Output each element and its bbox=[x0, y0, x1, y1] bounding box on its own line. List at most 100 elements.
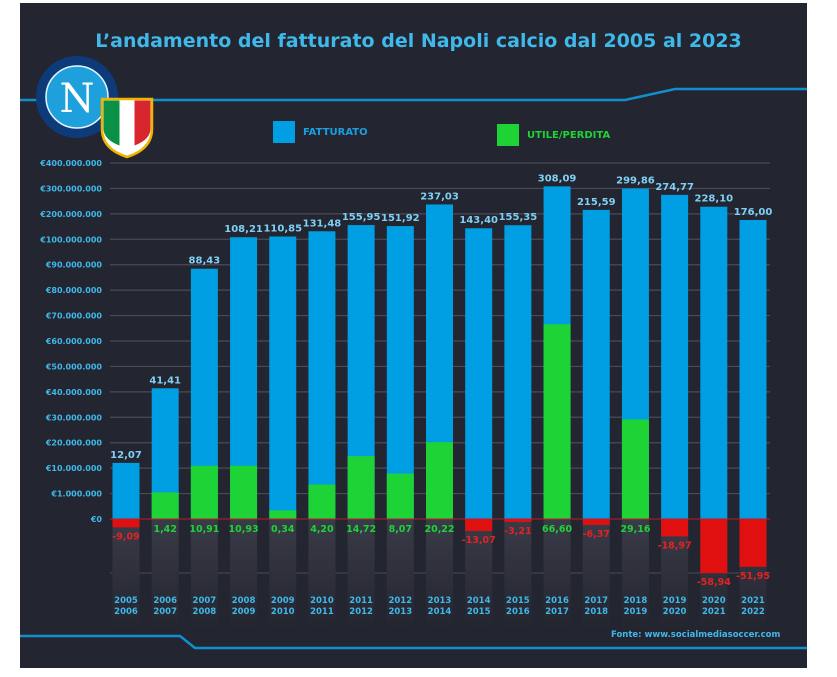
revenue-label: 108,21 bbox=[224, 224, 263, 235]
x-tick-label: 2019 bbox=[624, 607, 648, 617]
y-tick-label: €70.000.000 bbox=[45, 312, 103, 321]
profit-bar bbox=[230, 465, 258, 519]
profit-label: 10,91 bbox=[189, 524, 219, 535]
profit-label: 4,20 bbox=[310, 524, 334, 535]
profit-label: 0,34 bbox=[271, 524, 295, 535]
bar-shadow bbox=[582, 519, 610, 629]
y-tick-label: €80.000.000 bbox=[45, 286, 103, 295]
profit-label: 20,22 bbox=[424, 524, 454, 535]
revenue-bar bbox=[386, 226, 414, 520]
profit-label: 8,07 bbox=[389, 524, 412, 535]
bar-shadow bbox=[621, 519, 649, 629]
y-tick-label: €90.000.000 bbox=[45, 261, 103, 270]
source-note: Fonte: www.socialmediasoccer.com bbox=[611, 630, 780, 640]
profit-bar bbox=[543, 324, 571, 519]
revenue-label: 41,41 bbox=[149, 375, 181, 386]
y-tick-label: €400.000.000 bbox=[39, 159, 102, 168]
loss-label: -58,94 bbox=[697, 577, 731, 588]
loss-label: -6,37 bbox=[583, 529, 610, 540]
x-tick-label: 2013 bbox=[388, 607, 412, 617]
x-tick-label: 2020 bbox=[663, 607, 687, 617]
loss-bar bbox=[504, 519, 532, 522]
x-tick-label: 2007 bbox=[153, 607, 177, 617]
revenue-bar bbox=[269, 236, 297, 519]
bar-shadow bbox=[308, 519, 336, 629]
y-tick-label: €30.000.000 bbox=[45, 413, 103, 422]
profit-label: 10,93 bbox=[229, 524, 259, 535]
revenue-label: 88,43 bbox=[189, 256, 221, 267]
loss-bar bbox=[465, 519, 493, 532]
profit-bar bbox=[347, 456, 375, 519]
bar-shadow bbox=[504, 519, 532, 629]
loss-bar bbox=[739, 519, 767, 567]
x-tick-label: 2012 bbox=[349, 607, 373, 617]
bar-shadow bbox=[151, 519, 179, 629]
y-tick-label: €40.000.000 bbox=[45, 388, 103, 397]
x-tick-label: 2015 bbox=[506, 596, 530, 606]
loss-label: -3,21 bbox=[504, 526, 531, 537]
x-tick-label: 2009 bbox=[271, 596, 295, 606]
legend-label: FATTURATO bbox=[303, 126, 368, 138]
x-tick-label: 2013 bbox=[428, 596, 452, 606]
loss-bar bbox=[112, 519, 140, 528]
bar-shadow bbox=[112, 519, 140, 629]
bar-shadow bbox=[386, 519, 414, 629]
revenue-label: 110,85 bbox=[263, 224, 302, 235]
loss-label: -13,07 bbox=[462, 535, 496, 546]
x-tick-label: 2022 bbox=[741, 607, 765, 617]
loss-bar bbox=[582, 519, 610, 525]
y-tick-label: €10.000.000 bbox=[45, 464, 103, 473]
y-tick-label: €60.000.000 bbox=[45, 337, 103, 346]
revenue-label: 308,09 bbox=[538, 173, 577, 184]
revenue-bar bbox=[504, 225, 532, 519]
y-tick-label: €200.000.000 bbox=[39, 210, 102, 219]
x-tick-label: 2016 bbox=[506, 607, 530, 617]
bar-shadow bbox=[465, 519, 493, 629]
y-tick-label: €300.000.000 bbox=[39, 184, 102, 193]
revenue-bar bbox=[661, 194, 689, 520]
profit-label: 29,16 bbox=[620, 524, 650, 535]
x-tick-label: 2006 bbox=[153, 596, 177, 606]
revenue-bar bbox=[700, 206, 728, 519]
logo: N bbox=[36, 56, 154, 159]
chart-title: L’andamento del fatturato del Napoli cal… bbox=[95, 30, 742, 52]
x-tick-label: 2005 bbox=[114, 596, 138, 606]
x-tick-label: 2010 bbox=[271, 607, 295, 617]
top-decor-line bbox=[20, 87, 807, 102]
revenue-label: 143,40 bbox=[459, 215, 498, 226]
x-tick-label: 2015 bbox=[467, 607, 491, 617]
revenue-label: 299,86 bbox=[616, 175, 655, 186]
x-tick-label: 2019 bbox=[663, 596, 687, 606]
profit-label: 66,60 bbox=[542, 524, 572, 535]
x-tick-label: 2008 bbox=[232, 596, 256, 606]
x-tick-label: 2016 bbox=[545, 596, 569, 606]
x-tick-label: 2017 bbox=[545, 607, 569, 617]
revenue-label: 176,00 bbox=[734, 207, 773, 218]
bar-shadow bbox=[190, 519, 218, 629]
loss-bar bbox=[661, 519, 689, 537]
revenue-label: 237,03 bbox=[420, 191, 459, 202]
bar-shadow bbox=[426, 519, 453, 629]
legend-label: UTILE/PERDITA bbox=[527, 129, 611, 141]
x-tick-label: 2018 bbox=[584, 607, 608, 617]
x-tick-label: 2014 bbox=[467, 596, 491, 606]
profit-label: 1,42 bbox=[153, 524, 176, 535]
x-tick-label: 2008 bbox=[193, 607, 217, 617]
x-tick-label: 2009 bbox=[232, 607, 256, 617]
profit-bar bbox=[151, 492, 179, 519]
profit-bar bbox=[621, 419, 649, 519]
y-tick-label: €1.000.000 bbox=[50, 490, 102, 499]
x-tick-label: 2011 bbox=[310, 607, 334, 617]
revenue-label: 12,07 bbox=[110, 450, 142, 461]
x-tick-label: 2017 bbox=[584, 596, 608, 606]
x-tick-label: 2010 bbox=[310, 596, 334, 606]
y-tick-label: €50.000.000 bbox=[45, 362, 103, 371]
y-tick-label: €0 bbox=[90, 515, 103, 524]
revenue-label: 155,95 bbox=[342, 212, 381, 223]
x-tick-label: 2011 bbox=[349, 596, 373, 606]
legend-item-fatturato: FATTURATO bbox=[273, 121, 368, 143]
bar-shadow bbox=[230, 519, 258, 629]
loss-label: -9,09 bbox=[112, 531, 139, 542]
x-tick-label: 2007 bbox=[193, 596, 217, 606]
